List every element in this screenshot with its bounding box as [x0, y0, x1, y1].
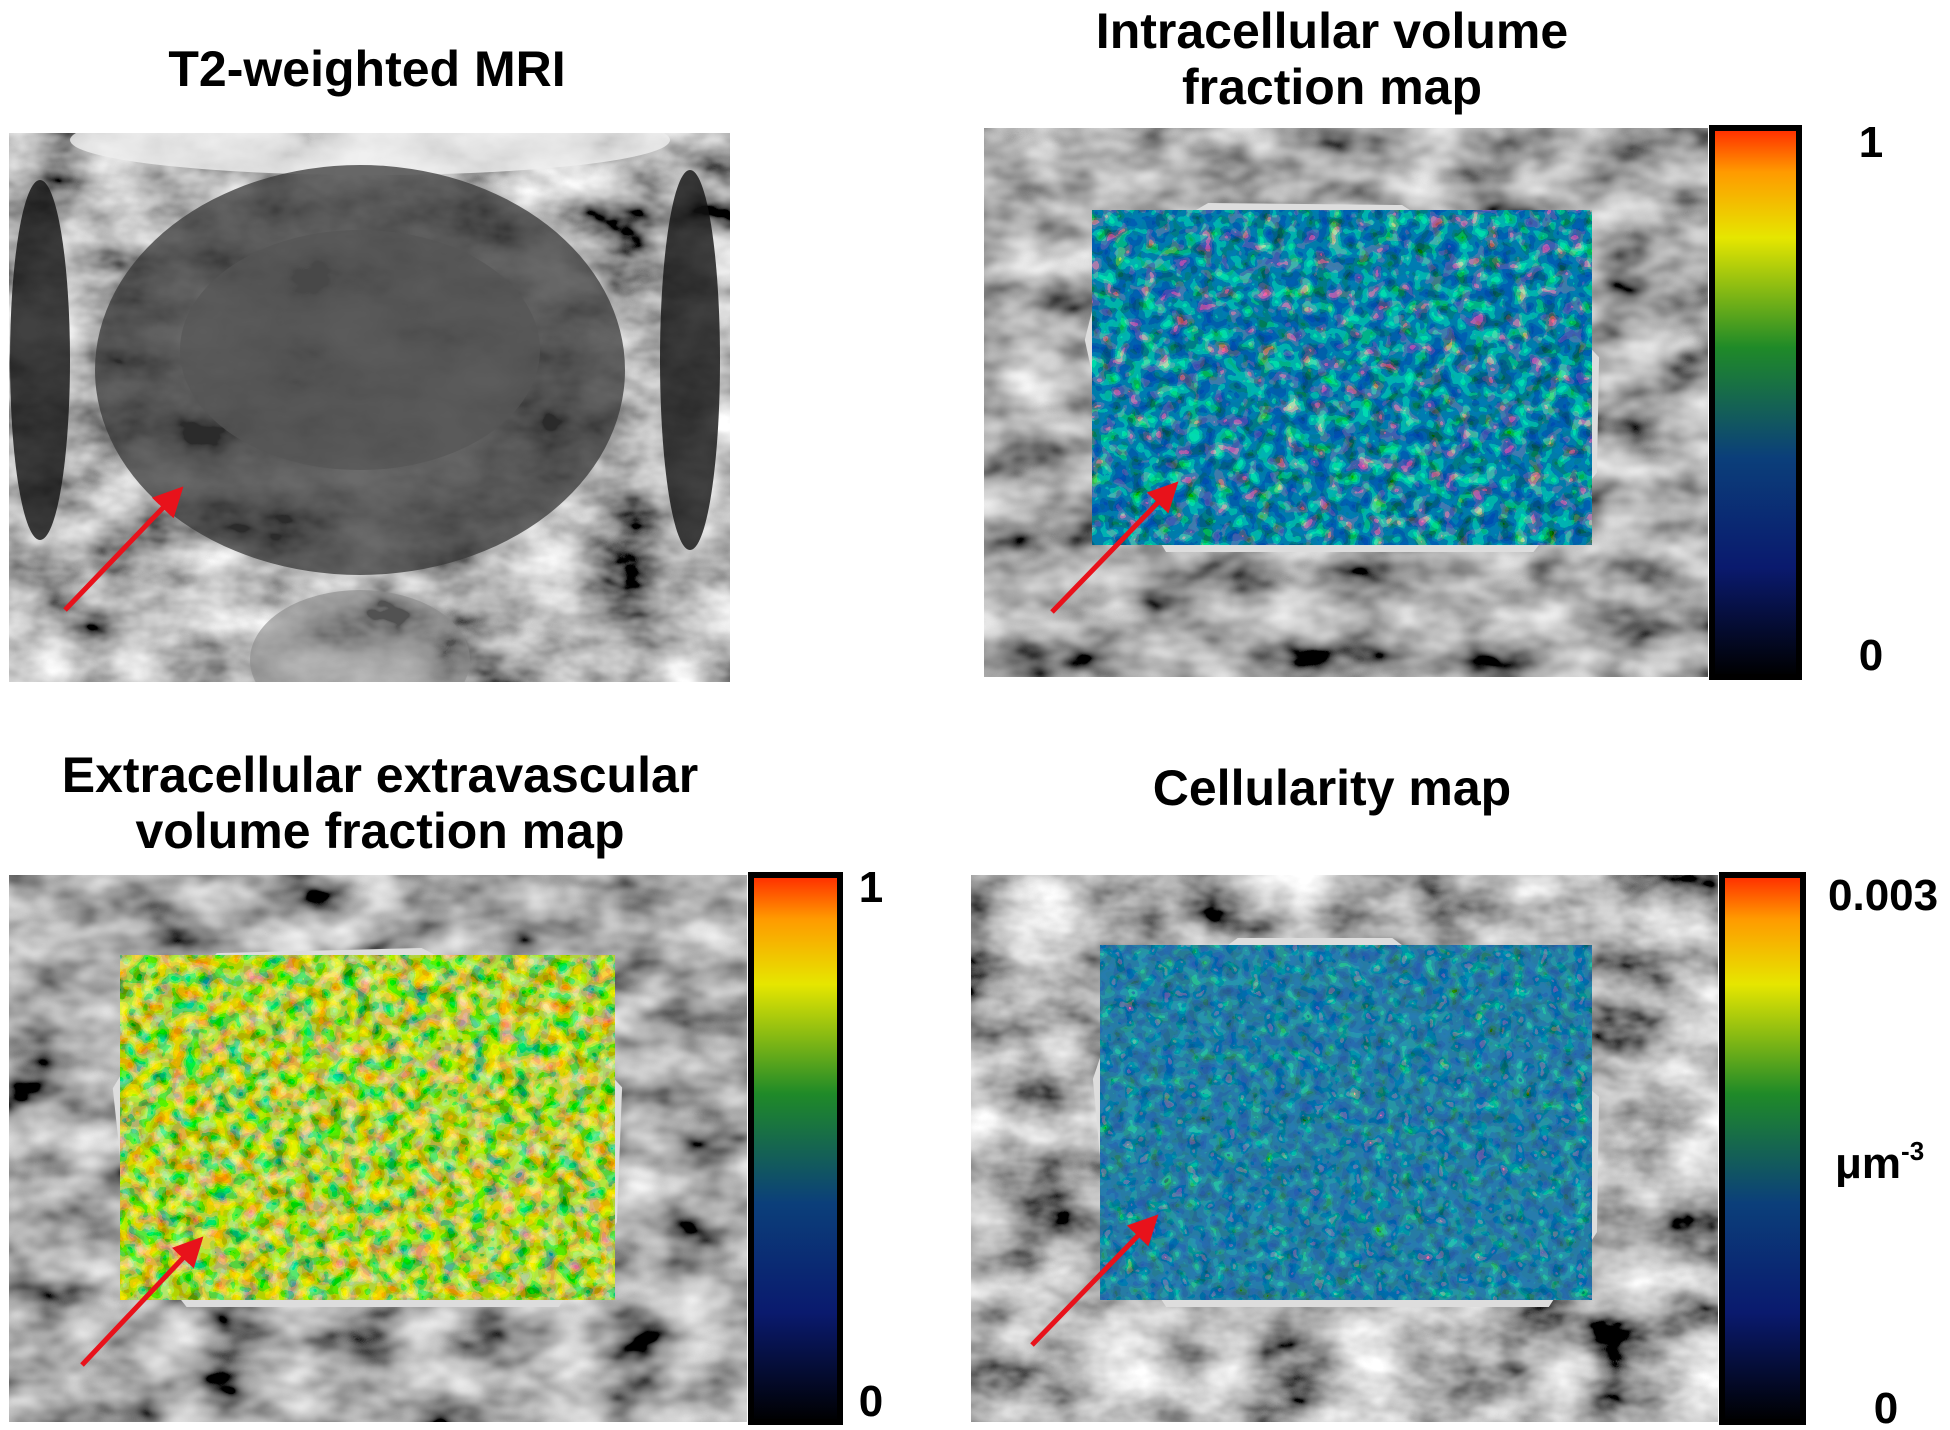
colorbar-min: 0 [859, 1377, 883, 1426]
panel-title: Extracellular extravascular [62, 747, 699, 803]
ee-map [9, 875, 747, 1422]
colorbar-min: 0 [1874, 1384, 1898, 1430]
colorbar [1719, 872, 1806, 1425]
colorbar-unit: μm-3 [1835, 1136, 1924, 1188]
cellularity-map [971, 875, 1718, 1422]
panel-title: T2-weighted MRI [168, 41, 565, 97]
colorbar-max: 1 [859, 863, 883, 912]
ic-map [984, 128, 1708, 677]
panel-title: Cellularity map [1153, 760, 1511, 816]
panel-title: Intracellular volume [1096, 3, 1568, 59]
mri-image [9, 133, 730, 682]
unit-base: μm [1835, 1139, 1901, 1188]
panel-title: fraction map [1182, 59, 1482, 115]
colorbar-max: 0.003 [1828, 871, 1938, 920]
colorbar-max: 1 [1859, 118, 1883, 167]
unit-exponent: -3 [1901, 1136, 1924, 1166]
colorbar [1709, 125, 1802, 680]
colorbar [748, 872, 843, 1425]
panel-title: volume fraction map [136, 803, 625, 859]
colorbar-min: 0 [1859, 631, 1883, 680]
